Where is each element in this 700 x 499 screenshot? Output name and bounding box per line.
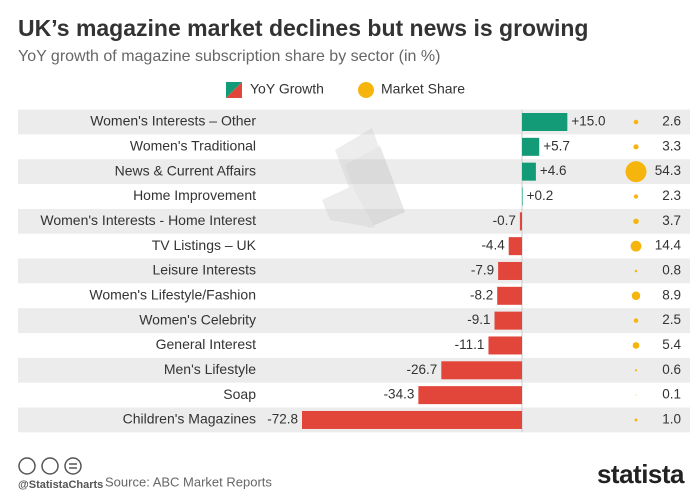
share-label: 0.6 bbox=[662, 362, 681, 377]
category-label: General Interest bbox=[156, 336, 256, 352]
source: Source: ABC Market Reports bbox=[105, 474, 272, 489]
category-label: Women's Interests – Other bbox=[90, 113, 256, 129]
bar bbox=[441, 361, 522, 380]
market-share-dot bbox=[633, 318, 639, 323]
legend: YoY Growth Market Share bbox=[226, 81, 465, 98]
row-band bbox=[18, 357, 690, 383]
value-label: +5.7 bbox=[543, 138, 570, 153]
bar bbox=[494, 311, 522, 330]
value-label: -9.1 bbox=[467, 312, 490, 327]
category-label: Children's Magazines bbox=[123, 411, 256, 427]
category-label: Home Improvement bbox=[133, 187, 256, 203]
value-label: +15.0 bbox=[571, 114, 605, 129]
category-label: Men's Lifestyle bbox=[164, 361, 256, 377]
share-label: 1.0 bbox=[662, 412, 681, 427]
value-label: -26.7 bbox=[407, 362, 438, 377]
value-label: -72.8 bbox=[267, 412, 298, 427]
share-label: 2.5 bbox=[662, 312, 681, 327]
chart-title: UK’s magazine market declines but news i… bbox=[18, 15, 588, 41]
category-label: News & Current Affairs bbox=[115, 162, 256, 178]
row-band bbox=[18, 308, 690, 334]
share-label: 8.9 bbox=[662, 287, 681, 302]
category-label: Soap bbox=[223, 386, 256, 402]
value-label: -11.1 bbox=[455, 337, 485, 352]
market-share-dot bbox=[625, 161, 647, 183]
legend-swatch bbox=[226, 82, 242, 98]
market-share-dot bbox=[630, 240, 642, 252]
share-label: 2.3 bbox=[662, 188, 681, 203]
category-label: Women's Interests - Home Interest bbox=[40, 212, 256, 228]
bar bbox=[522, 162, 536, 181]
share-label: 5.4 bbox=[662, 337, 681, 352]
row-band bbox=[18, 258, 690, 284]
legend-label: Market Share bbox=[381, 81, 465, 97]
market-share-dot bbox=[633, 218, 639, 225]
category-label: Women's Traditional bbox=[130, 138, 256, 154]
row-bands bbox=[18, 109, 690, 433]
market-share-dot bbox=[634, 369, 638, 372]
row-band bbox=[18, 208, 690, 234]
market-share-dot bbox=[632, 342, 640, 349]
market-share-dot bbox=[634, 269, 638, 273]
row-band bbox=[18, 159, 690, 185]
bar bbox=[498, 261, 522, 280]
bar bbox=[488, 336, 522, 355]
market-share-dot bbox=[633, 194, 639, 199]
value-label: +4.6 bbox=[540, 163, 567, 178]
share-label: 54.3 bbox=[655, 163, 681, 178]
row-band bbox=[18, 109, 690, 135]
market-share-dot bbox=[634, 418, 638, 422]
bar bbox=[497, 286, 522, 305]
logo: statista bbox=[597, 459, 685, 489]
bar bbox=[522, 137, 540, 156]
bar bbox=[302, 410, 522, 429]
bar bbox=[508, 237, 522, 256]
value-label: -8.2 bbox=[470, 287, 493, 302]
legend-label: YoY Growth bbox=[250, 81, 324, 97]
value-label: +0.2 bbox=[527, 188, 554, 203]
market-share-dot bbox=[633, 144, 639, 150]
category-label: Women's Celebrity bbox=[139, 311, 256, 327]
share-label: 3.3 bbox=[662, 138, 681, 153]
share-label: 2.6 bbox=[662, 114, 681, 129]
credit: @StatistaCharts bbox=[18, 479, 103, 491]
market-share-dot bbox=[631, 291, 641, 301]
bar bbox=[519, 212, 522, 231]
bar bbox=[522, 113, 568, 131]
watermark bbox=[322, 128, 405, 228]
value-label: -34.3 bbox=[384, 387, 415, 402]
share-label: 0.1 bbox=[662, 387, 681, 402]
share-label: 3.7 bbox=[662, 213, 681, 228]
legend-swatch bbox=[358, 82, 374, 98]
cc-icons bbox=[18, 457, 82, 475]
share-label: 0.8 bbox=[662, 263, 681, 278]
chart-subtitle: YoY growth of magazine subscription shar… bbox=[18, 48, 440, 65]
bar bbox=[418, 386, 522, 405]
market-share-dot bbox=[633, 119, 639, 125]
bar bbox=[522, 187, 523, 206]
value-label: -4.4 bbox=[481, 238, 505, 253]
share-label: 14.4 bbox=[655, 238, 682, 253]
value-label: -0.7 bbox=[493, 213, 516, 228]
category-label: Women's Lifestyle/Fashion bbox=[89, 287, 256, 303]
value-label: -7.9 bbox=[471, 263, 494, 278]
market-share-dot bbox=[635, 394, 637, 396]
category-label: TV Listings – UK bbox=[152, 237, 257, 253]
category-label: Leisure Interests bbox=[153, 262, 257, 278]
